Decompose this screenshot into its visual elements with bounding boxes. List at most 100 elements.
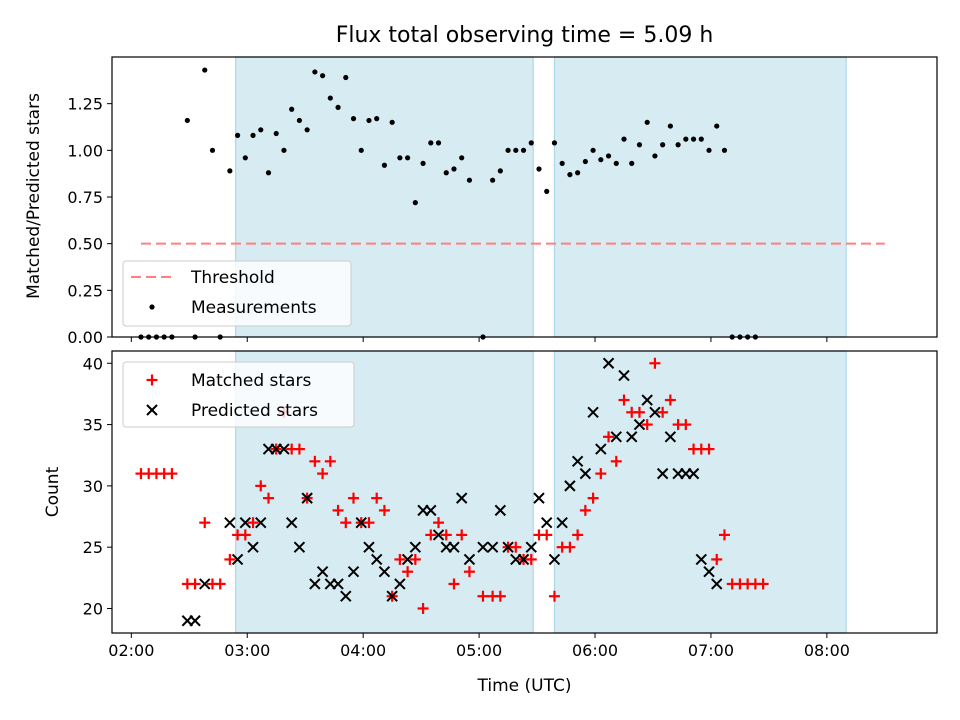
measurement-point-24 <box>335 104 341 110</box>
measurement-point-39 <box>451 166 457 172</box>
predicted-star-point-5 <box>239 516 252 529</box>
measurement-point-60 <box>621 136 627 142</box>
legend-box <box>122 260 352 327</box>
legend-predicted-label: Predicted stars <box>191 401 318 421</box>
predicted-star-point-45-stroke-b <box>556 516 568 529</box>
predicted-star-point-49-stroke-b <box>587 406 599 419</box>
matched-star-point-23 <box>324 455 336 467</box>
predicted-star-point-52-stroke-b <box>610 431 622 443</box>
predicted-star-point-25 <box>394 578 406 590</box>
measurement-point-65 <box>660 142 666 148</box>
predicted-star-point-50-stroke-b <box>595 443 607 455</box>
x-axis-label: Time (UTC) <box>477 676 572 696</box>
measurement-point-14 <box>258 127 264 133</box>
predicted-star-point-29 <box>425 504 437 517</box>
matched-star-point-62 <box>633 406 645 418</box>
measurement-point-26 <box>350 116 357 122</box>
legend-predicted-swatch-stroke-b <box>146 404 158 416</box>
x-tick-label-0: 02:00 <box>108 641 154 660</box>
count-y-axis-label: Count <box>43 466 63 517</box>
measurement-point-45 <box>505 147 511 153</box>
predicted-star-point-6 <box>247 541 259 553</box>
y-tick-label-4: 1.00 <box>67 141 103 160</box>
predicted-star-point-55 <box>633 418 646 431</box>
predicted-star-point-38 <box>502 541 514 553</box>
measurement-point-22 <box>319 73 326 79</box>
matched-star-point-72 <box>711 553 723 565</box>
predicted-star-point-55-stroke-b <box>633 418 646 431</box>
measurement-point-27 <box>358 147 364 153</box>
predicted-star-point-48 <box>579 467 592 480</box>
matched-star-point-36 <box>425 529 437 541</box>
predicted-star-point-22 <box>370 553 383 566</box>
count-axis-ticks: 02:00 03:00 04:00 05:00 06:00 07:00 08:00 20 25 3… <box>83 354 850 660</box>
predicted-star-point-37-stroke-b <box>494 504 507 517</box>
measurement-point-58 <box>605 153 612 159</box>
predicted-star-point-1-stroke-b <box>189 615 201 627</box>
ratio-axis-ticks: 0.00 0.25 0.50 0.75 1.00 1.25 <box>67 95 828 347</box>
predicted-star-point-18-stroke-b <box>340 590 352 602</box>
x-tick-label-3: 05:00 <box>456 641 502 660</box>
count-panel: Count Time (UTC) 02:00 03:00 04:00 05:00 06:… <box>43 350 938 696</box>
measurement-point-41 <box>466 177 473 183</box>
measurement-point-18 <box>289 106 295 112</box>
measurement-point-57 <box>598 157 604 163</box>
predicted-star-point-44-stroke-b <box>548 553 561 566</box>
predicted-star-point-51 <box>602 357 615 369</box>
predicted-star-point-43-stroke-b <box>541 516 553 529</box>
predicted-star-point-65 <box>711 578 723 590</box>
predicted-star-point-38-stroke-b <box>502 541 514 553</box>
ratio-marks <box>138 67 885 340</box>
y-tick-label-5: 1.25 <box>67 95 103 114</box>
predicted-star-point-48-stroke-b <box>579 467 592 480</box>
predicted-star-point-36 <box>486 541 499 553</box>
predicted-star-point-35 <box>477 541 489 553</box>
measurement-point-55 <box>582 158 588 165</box>
measurement-point-17 <box>281 147 287 153</box>
matched-star-point-22 <box>317 468 329 480</box>
measurement-point-15 <box>265 170 272 176</box>
measurement-point-48 <box>528 140 534 146</box>
predicted-star-point-41 <box>525 541 537 553</box>
predicted-star-point-30-stroke-b <box>432 529 445 541</box>
predicted-star-point-63 <box>695 553 707 566</box>
count-shaded-intervals <box>235 350 847 634</box>
y-tick-label-1: 25 <box>83 538 103 557</box>
x-tick-label-2: 04:00 <box>340 641 386 660</box>
matched-star-point-60 <box>618 394 630 406</box>
measurement-point-36 <box>428 140 434 146</box>
matched-star-point-25 <box>340 517 352 529</box>
predicted-star-point-59 <box>664 431 677 443</box>
predicted-star-point-7-stroke-b <box>255 516 267 529</box>
matched-star-point-55 <box>579 504 591 516</box>
matched-star-point-71 <box>703 443 715 455</box>
predicted-star-point-56-stroke-b <box>641 394 653 406</box>
matched-star-point-68 <box>680 419 692 431</box>
ratio-panel: Flux total observing time = 5.09 h Match… <box>24 23 938 347</box>
measurement-point-71 <box>706 147 712 153</box>
matched-star-point-24 <box>332 504 344 516</box>
y-tick-label-0: 0.00 <box>67 328 103 347</box>
chart-title: Flux total observing time = 5.09 h <box>336 23 714 48</box>
measurement-point-25 <box>343 74 349 81</box>
predicted-star-point-64 <box>703 565 715 578</box>
matched-star-point-78 <box>757 578 769 590</box>
measurement-point-8 <box>209 147 216 153</box>
shaded-interval-1 <box>553 56 847 338</box>
predicted-star-point-47 <box>571 455 584 468</box>
matched-star-point-13 <box>247 517 259 529</box>
matched-star-point-35 <box>417 602 429 614</box>
predicted-star-point-12-stroke-b <box>293 541 306 553</box>
measurement-point-29 <box>374 116 380 122</box>
matched-star-point-26 <box>348 492 360 504</box>
matched-star-point-34 <box>409 553 421 565</box>
predicted-star-point-21 <box>363 541 375 553</box>
measurement-point-10 <box>227 168 233 174</box>
matched-star-point-73 <box>718 529 730 541</box>
predicted-star-point-17-stroke-b <box>332 578 344 590</box>
predicted-star-point-20-stroke-b <box>355 516 367 529</box>
predicted-star-point-47-stroke-b <box>571 455 584 468</box>
matched-star-point-28 <box>363 517 375 529</box>
predicted-star-point-13-stroke-b <box>301 492 313 504</box>
predicted-star-point-14 <box>309 578 321 590</box>
